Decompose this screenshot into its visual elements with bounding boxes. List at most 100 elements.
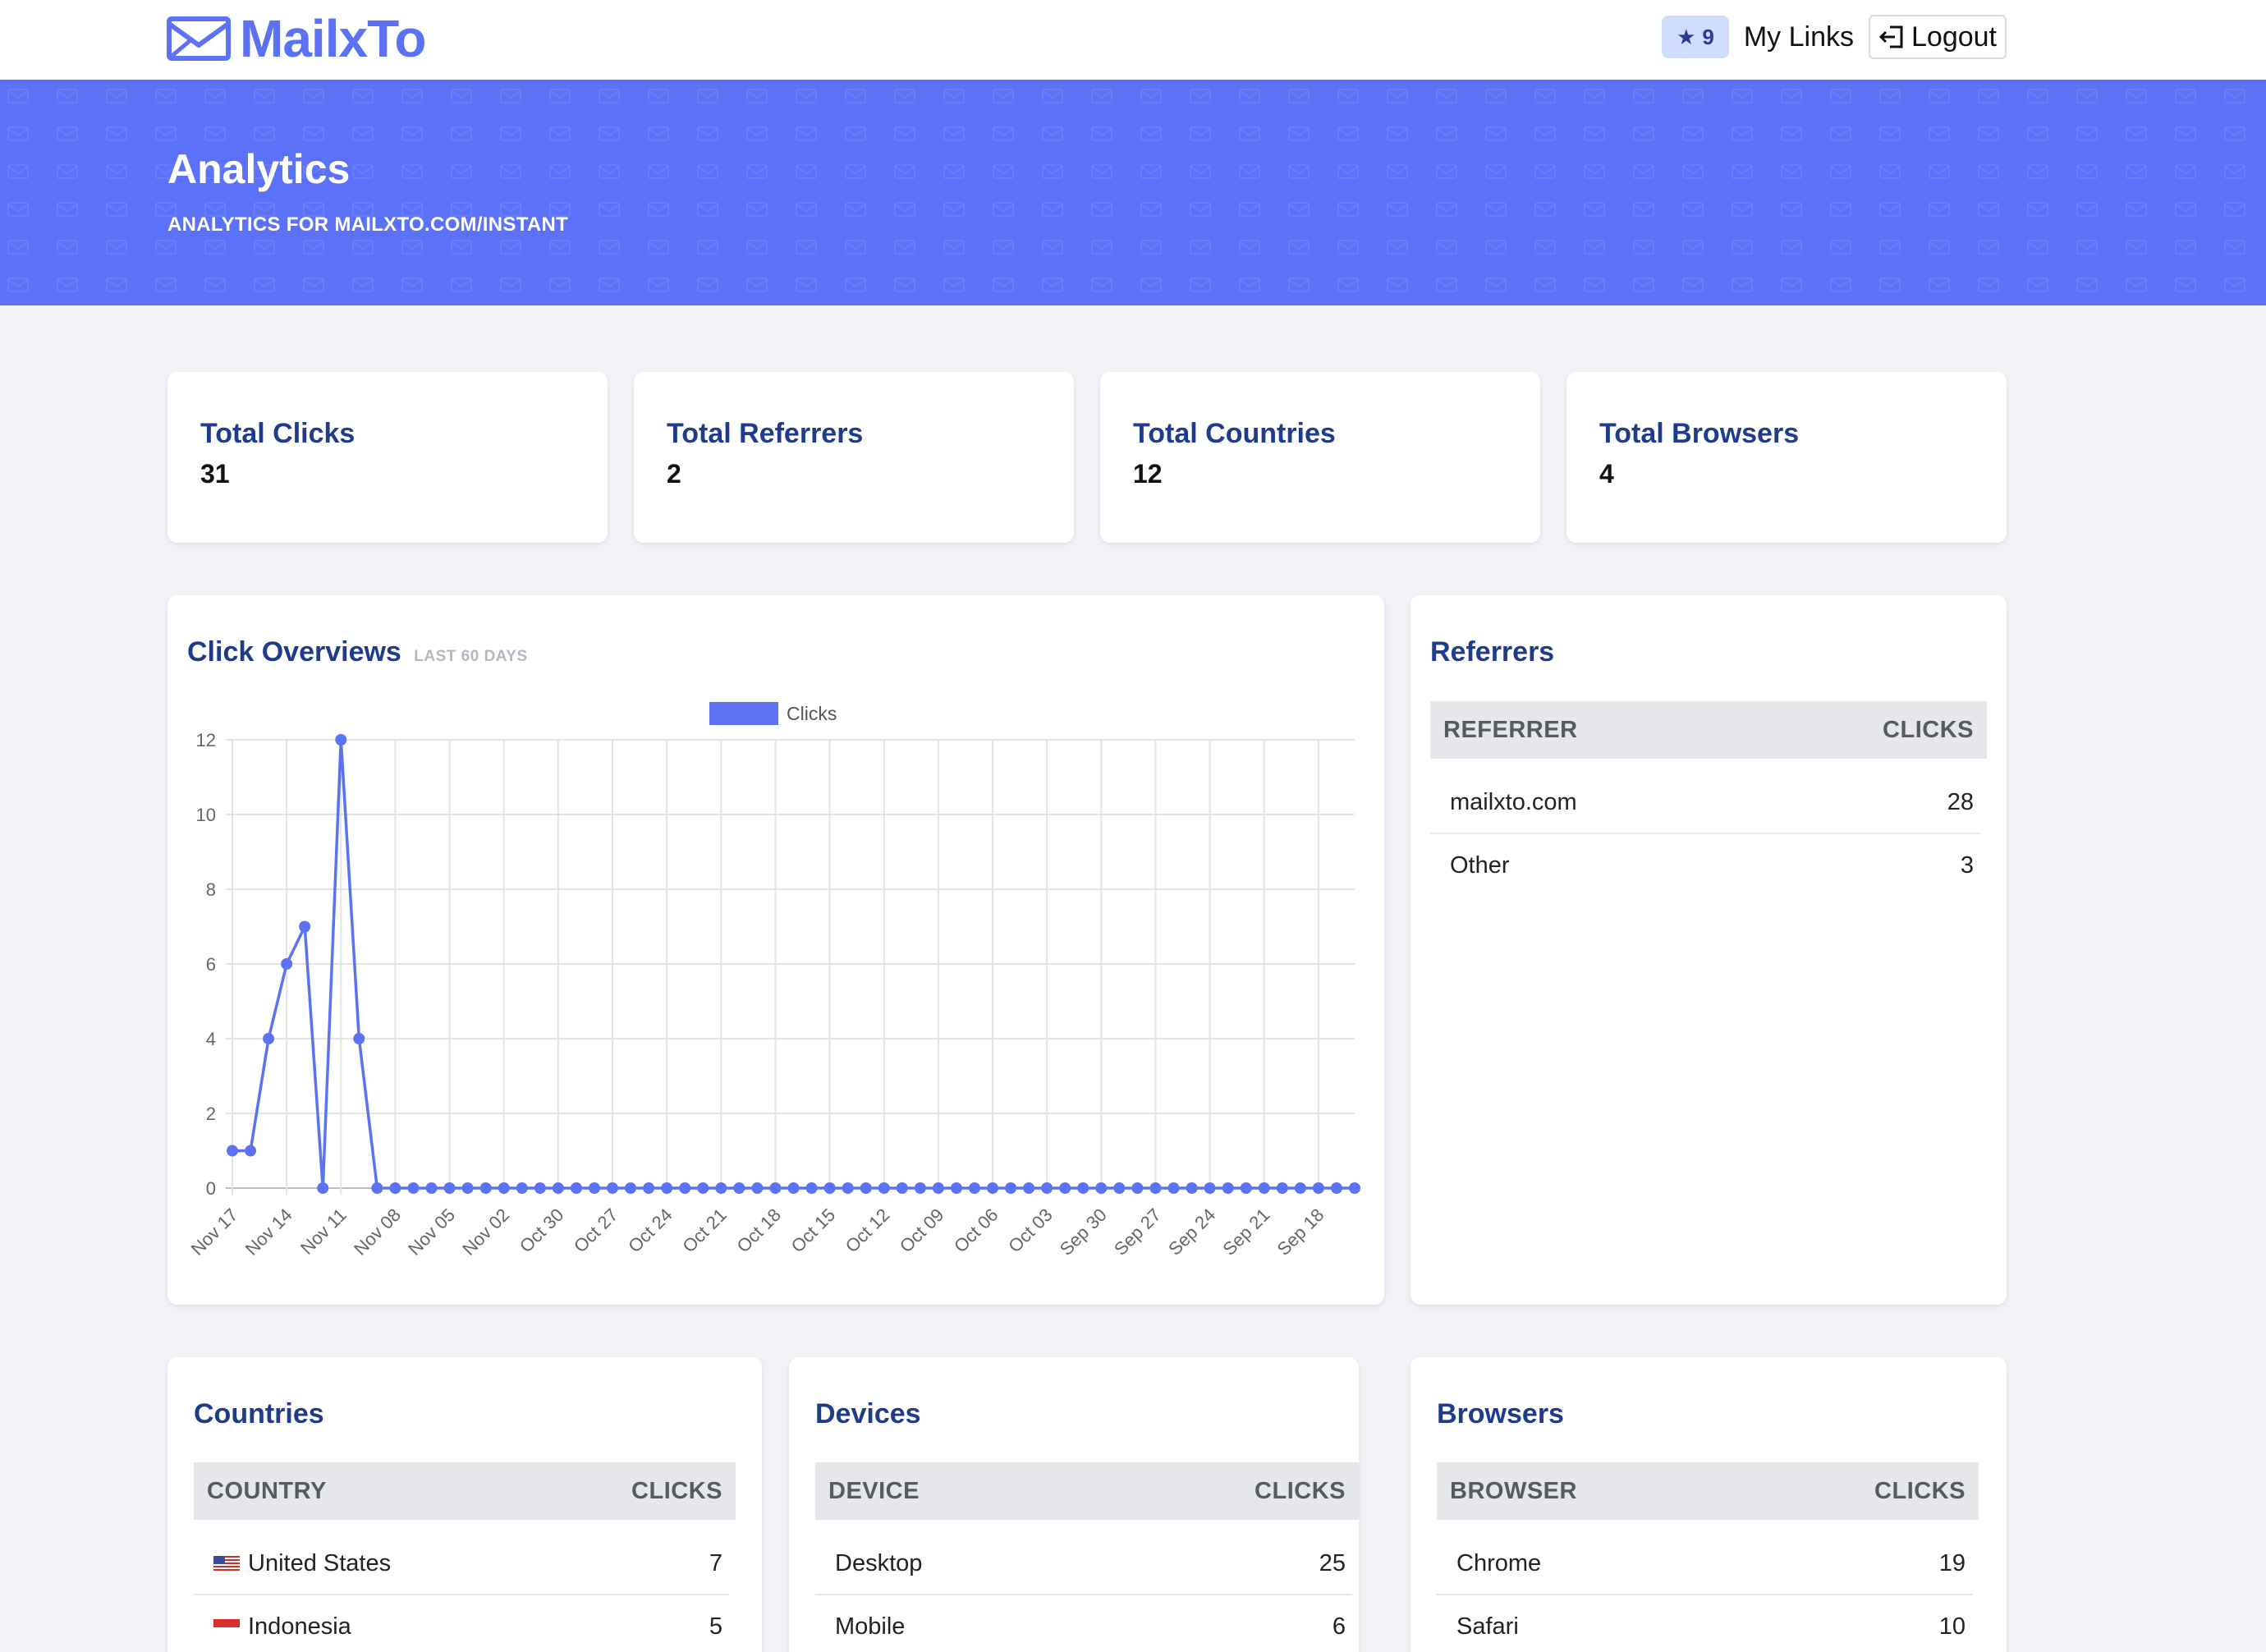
country-clicks: 5 — [709, 1613, 722, 1640]
browsers-table-header: BROWSER CLICKS — [1437, 1462, 1979, 1520]
data-point — [1204, 1182, 1216, 1194]
column-header-clicks[interactable]: CLICKS — [1874, 1477, 1966, 1504]
x-tick-label: Oct 30 — [516, 1205, 568, 1257]
data-point — [407, 1182, 420, 1194]
x-tick-label: Oct 12 — [842, 1205, 894, 1257]
column-header-clicks[interactable]: CLICKS — [1255, 1477, 1346, 1504]
brand-name: MailxTo — [240, 9, 426, 68]
data-point — [461, 1182, 474, 1194]
data-point — [842, 1182, 854, 1194]
column-header-country[interactable]: COUNTRY — [207, 1477, 327, 1504]
data-point — [534, 1182, 546, 1194]
device-name: Mobile — [835, 1613, 906, 1640]
click-overview-title: Click Overviews LAST 60 DAYS — [187, 636, 528, 668]
table-row[interactable]: Indonesia 5 — [194, 1595, 729, 1652]
data-point — [353, 1033, 365, 1044]
table-row[interactable]: Mobile 6 — [815, 1595, 1352, 1652]
star-icon: ★ — [1677, 24, 1696, 49]
device-clicks: 25 — [1319, 1549, 1346, 1576]
data-point — [769, 1182, 782, 1194]
stat-label: Total Referrers — [667, 418, 864, 449]
table-row[interactable]: mailxto.com 28 — [1430, 772, 1980, 834]
page-header-banner: Analytics ANALYTICS FOR MAILXTO.COM/INST… — [0, 80, 2266, 305]
x-tick-label: Oct 15 — [787, 1205, 840, 1257]
y-tick-label: 8 — [206, 879, 216, 900]
data-point — [1095, 1182, 1108, 1194]
table-row[interactable]: Desktop 25 — [815, 1533, 1352, 1595]
y-tick-label: 0 — [206, 1178, 216, 1199]
data-point — [625, 1182, 637, 1194]
data-point — [697, 1182, 709, 1194]
data-point — [932, 1182, 944, 1194]
data-point — [987, 1182, 999, 1194]
column-header-clicks[interactable]: CLICKS — [631, 1477, 722, 1504]
data-point — [371, 1182, 383, 1194]
us-flag-icon — [213, 1555, 240, 1572]
x-tick-label: Nov 02 — [458, 1205, 513, 1260]
column-header-device[interactable]: DEVICE — [828, 1477, 920, 1504]
x-tick-label: Sep 24 — [1164, 1205, 1219, 1260]
star-count: 9 — [1702, 24, 1714, 49]
country-clicks: 7 — [709, 1549, 722, 1576]
indonesia-flag-icon — [213, 1618, 240, 1636]
x-tick-label: Sep 30 — [1056, 1205, 1111, 1260]
column-header-clicks[interactable]: CLICKS — [1883, 716, 1974, 743]
data-point — [1330, 1182, 1342, 1194]
nav-actions: ★ 9 My Links Logout — [1662, 15, 2007, 59]
column-header-referrer[interactable]: REFERRER — [1443, 716, 1578, 743]
x-tick-label: Nov 05 — [404, 1205, 459, 1260]
data-point — [227, 1145, 238, 1157]
x-tick-label: Oct 18 — [732, 1205, 785, 1257]
my-links-link[interactable]: My Links — [1743, 21, 1854, 53]
stat-card-total-clicks: Total Clicks 31 — [167, 372, 608, 543]
devices-table-header: DEVICE CLICKS — [815, 1462, 1359, 1520]
data-point — [552, 1182, 564, 1194]
click-overview-card: Click Overviews LAST 60 DAYS 0 2 4 6 8 10 12 N… — [167, 595, 1384, 1305]
column-header-browser[interactable]: BROWSER — [1450, 1477, 1577, 1504]
y-tick-label: 4 — [206, 1029, 216, 1049]
table-row[interactable]: Chrome 19 — [1437, 1533, 1972, 1595]
legend-swatch — [709, 702, 778, 725]
data-point — [733, 1182, 745, 1194]
star-badge[interactable]: ★ 9 — [1662, 16, 1729, 58]
data-point — [443, 1182, 456, 1194]
data-point — [1041, 1182, 1053, 1194]
data-point — [1149, 1182, 1162, 1194]
stat-card-total-referrers: Total Referrers 2 — [634, 372, 1074, 543]
data-point — [1005, 1182, 1017, 1194]
y-tick-label: 2 — [206, 1104, 216, 1124]
envelope-pattern-icon — [0, 80, 2266, 305]
y-tick-label: 12 — [196, 730, 216, 750]
page-subtitle: ANALYTICS FOR MAILXTO.COM/INSTANT — [167, 213, 569, 236]
countries-table-header: COUNTRY CLICKS — [194, 1462, 736, 1520]
table-row[interactable]: United States 7 — [194, 1533, 729, 1595]
x-tick-label: Oct 03 — [1004, 1205, 1057, 1257]
logout-button[interactable]: Logout — [1869, 15, 2007, 59]
country-name: Indonesia — [248, 1613, 351, 1640]
data-point — [878, 1182, 890, 1194]
data-point — [950, 1182, 962, 1194]
x-tick-label: Oct 21 — [678, 1205, 731, 1257]
chart-legend-item: Clicks — [709, 702, 837, 725]
data-point — [715, 1182, 727, 1194]
country-cell: Indonesia — [213, 1613, 351, 1641]
stat-label: Total Countries — [1133, 418, 1336, 449]
table-row[interactable]: Safari 10 — [1437, 1595, 1972, 1652]
data-point — [317, 1182, 329, 1194]
logout-icon — [1878, 25, 1903, 48]
table-row[interactable]: Other 3 — [1430, 834, 1980, 897]
data-point — [643, 1182, 655, 1194]
top-navbar: MailxTo ★ 9 My Links Logout — [0, 0, 2266, 80]
x-tick-label: Sep 27 — [1110, 1205, 1165, 1260]
y-tick-label: 10 — [196, 805, 216, 825]
data-point — [570, 1182, 582, 1194]
browsers-title: Browsers — [1437, 1398, 1564, 1429]
brand-logo[interactable]: MailxTo — [166, 9, 426, 68]
data-point — [1240, 1182, 1252, 1194]
x-tick-label: Oct 06 — [950, 1205, 1002, 1257]
data-point — [1167, 1182, 1180, 1194]
device-name: Desktop — [835, 1549, 923, 1576]
stat-value: 4 — [1599, 459, 1614, 489]
referrer-name: mailxto.com — [1450, 788, 1577, 815]
data-point — [263, 1033, 275, 1044]
